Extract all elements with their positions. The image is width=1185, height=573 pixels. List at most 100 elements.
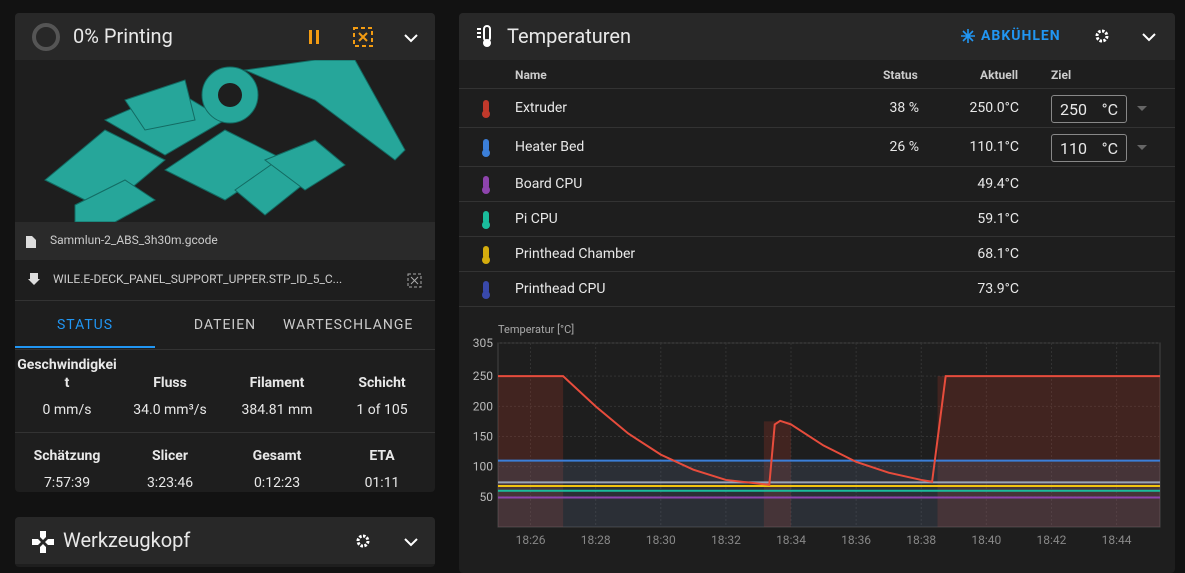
x-tick-label: 18:44 (1102, 533, 1132, 547)
col-header: Status (883, 68, 918, 82)
x-tick-label: 18:40 (971, 533, 1001, 547)
x-tick-label: 18:26 (516, 533, 546, 547)
stat-value: 0:12:23 (253, 475, 301, 491)
stat-label: Schicht (358, 375, 406, 391)
table-row: Pi CPU 59.1°C (459, 201, 1175, 237)
progress-ring (32, 23, 60, 51)
thumbnail (15, 60, 435, 222)
sensor-name: Board CPU (515, 175, 583, 192)
sensor-icon (482, 138, 490, 157)
sensor-current: 68.1°C (977, 245, 1019, 262)
sensor-current: 49.4°C (977, 175, 1019, 192)
divider (459, 306, 1175, 307)
y-axis-label: Temperatur [°C] (498, 323, 574, 336)
sensor-icon (482, 245, 490, 264)
tab[interactable]: DATEIEN (193, 317, 257, 333)
snow-icon (961, 29, 975, 43)
stat: Schicht 1 of 105 (332, 360, 432, 432)
sensor-current: 110.1°C (969, 138, 1019, 155)
x-tick-label: 18:34 (776, 533, 806, 547)
target-area (498, 376, 1160, 527)
y-tick-label: 150 (473, 430, 493, 444)
tab[interactable]: WARTESCHLANGE (283, 317, 414, 333)
sensor-icon (482, 280, 490, 299)
dropdown-arrow (1137, 105, 1147, 111)
col-header: Name (515, 68, 547, 82)
y-tick-label: 200 (473, 399, 493, 413)
target-area (498, 460, 1160, 527)
col-header: Ziel (1051, 68, 1072, 82)
sensor-status: 26 % (889, 138, 919, 155)
stat-label: ETA (369, 448, 395, 464)
toolhead-panel: Werkzeugkopf (15, 517, 435, 567)
table-header: Name Status Aktuell Ziel (459, 60, 1175, 88)
tab[interactable]: STATUS (56, 317, 114, 333)
sensor-icon (482, 99, 490, 118)
panel-title: Werkzeugkopf (63, 528, 191, 552)
target-input[interactable]: 110 °C (1051, 133, 1127, 162)
cool-button[interactable]: ABKÜHLEN (981, 28, 1061, 44)
target-input[interactable]: 250 °C (1051, 94, 1127, 123)
stat-label: Geschwindigkeit (17, 357, 117, 391)
stat: ETA 01:11 (332, 433, 432, 492)
stat-value: 3:23:46 (146, 475, 194, 491)
stat-label: Fluss (153, 375, 187, 391)
sensor-current: 59.1°C (977, 210, 1019, 227)
stat-value: 0 mm/s (42, 402, 92, 418)
stat-label: Schätzung (33, 448, 101, 464)
dropdown-arrow (1137, 144, 1147, 150)
stat-value: 01:11 (364, 475, 400, 491)
sensor-name: Printhead Chamber (515, 245, 636, 262)
stat: Slicer 3:23:46 (120, 433, 220, 492)
panel-title: Temperaturen (507, 24, 632, 48)
stat: Schätzung 7:57:39 (17, 433, 117, 492)
sensor-name: Extruder (515, 99, 568, 116)
sensor-current: 73.9°C (977, 280, 1019, 297)
y-tick-label: 250 (473, 369, 493, 383)
temperature-chart: Temperatur [°C] 50 100 150 200 250 305 18:26 18:… (473, 323, 1161, 547)
sensor-status: 38 % (889, 99, 919, 116)
stat: Geschwindigkeit 0 mm/s (17, 357, 117, 432)
target-unit: °C (1101, 138, 1118, 158)
stat: Gesamt 0:12:23 (227, 433, 327, 492)
temperature-panel: Temperaturen ABKÜHLEN Name Status Aktuel… (459, 13, 1175, 573)
header-buttons[interactable] (1091, 27, 1161, 49)
toolhead-icon (32, 531, 54, 553)
table-row: Printhead Chamber 68.1°C (459, 236, 1175, 272)
stat-value: 34.0 mm³/s (133, 402, 207, 418)
table-row: Board CPU 49.4°C (459, 166, 1175, 202)
divider (15, 432, 435, 433)
x-tick-label: 18:28 (581, 533, 611, 547)
stat-value: 7:57:39 (43, 475, 91, 491)
print-panel: 0% Printing Sammlun-2_ABS_3h30m.gcode WI… (15, 13, 435, 492)
y-tick-label: 50 (480, 490, 494, 504)
y-tick-label: 100 (473, 460, 493, 474)
sensor-icon (482, 210, 490, 229)
panel-header: Temperaturen ABKÜHLEN (459, 13, 1175, 60)
object-icon (28, 273, 40, 285)
table-row: Heater Bed 26 % 110.1°C 110 °C (459, 127, 1175, 167)
target-unit: °C (1101, 99, 1118, 119)
plot-area (497, 342, 1161, 528)
table-row: Printhead CPU 73.9°C (459, 271, 1175, 307)
x-tick-label: 18:30 (646, 533, 676, 547)
thermo-icon (477, 25, 491, 47)
tabs: STATUS DATEIEN WARTESCHLANGE (15, 300, 435, 350)
panel-title: 0% Printing (73, 24, 173, 48)
x-tick-label: 18:36 (841, 533, 871, 547)
x-tick-label: 18:32 (711, 533, 741, 547)
sensor-icon (482, 175, 490, 194)
x-tick-label: 18:42 (1037, 533, 1067, 547)
target-value: 110 (1060, 138, 1087, 158)
exclude-button[interactable] (407, 273, 423, 289)
file-row: Sammlun-2_ABS_3h30m.gcode (15, 222, 435, 260)
stat: Fluss 34.0 mm³/s (120, 360, 220, 432)
sensor-name: Pi CPU (515, 210, 558, 227)
object-name: WILE.E-DECK_PANEL_SUPPORT_UPPER.STP_ID_5… (53, 272, 343, 286)
stat-label: Slicer (151, 448, 188, 464)
x-tick-label: 18:38 (906, 533, 936, 547)
header-buttons[interactable] (305, 27, 425, 49)
sensor-name: Printhead CPU (515, 280, 606, 297)
page: 0% Printing Sammlun-2_ABS_3h30m.gcode WI… (15, 13, 1175, 573)
header-buttons[interactable] (355, 531, 425, 553)
